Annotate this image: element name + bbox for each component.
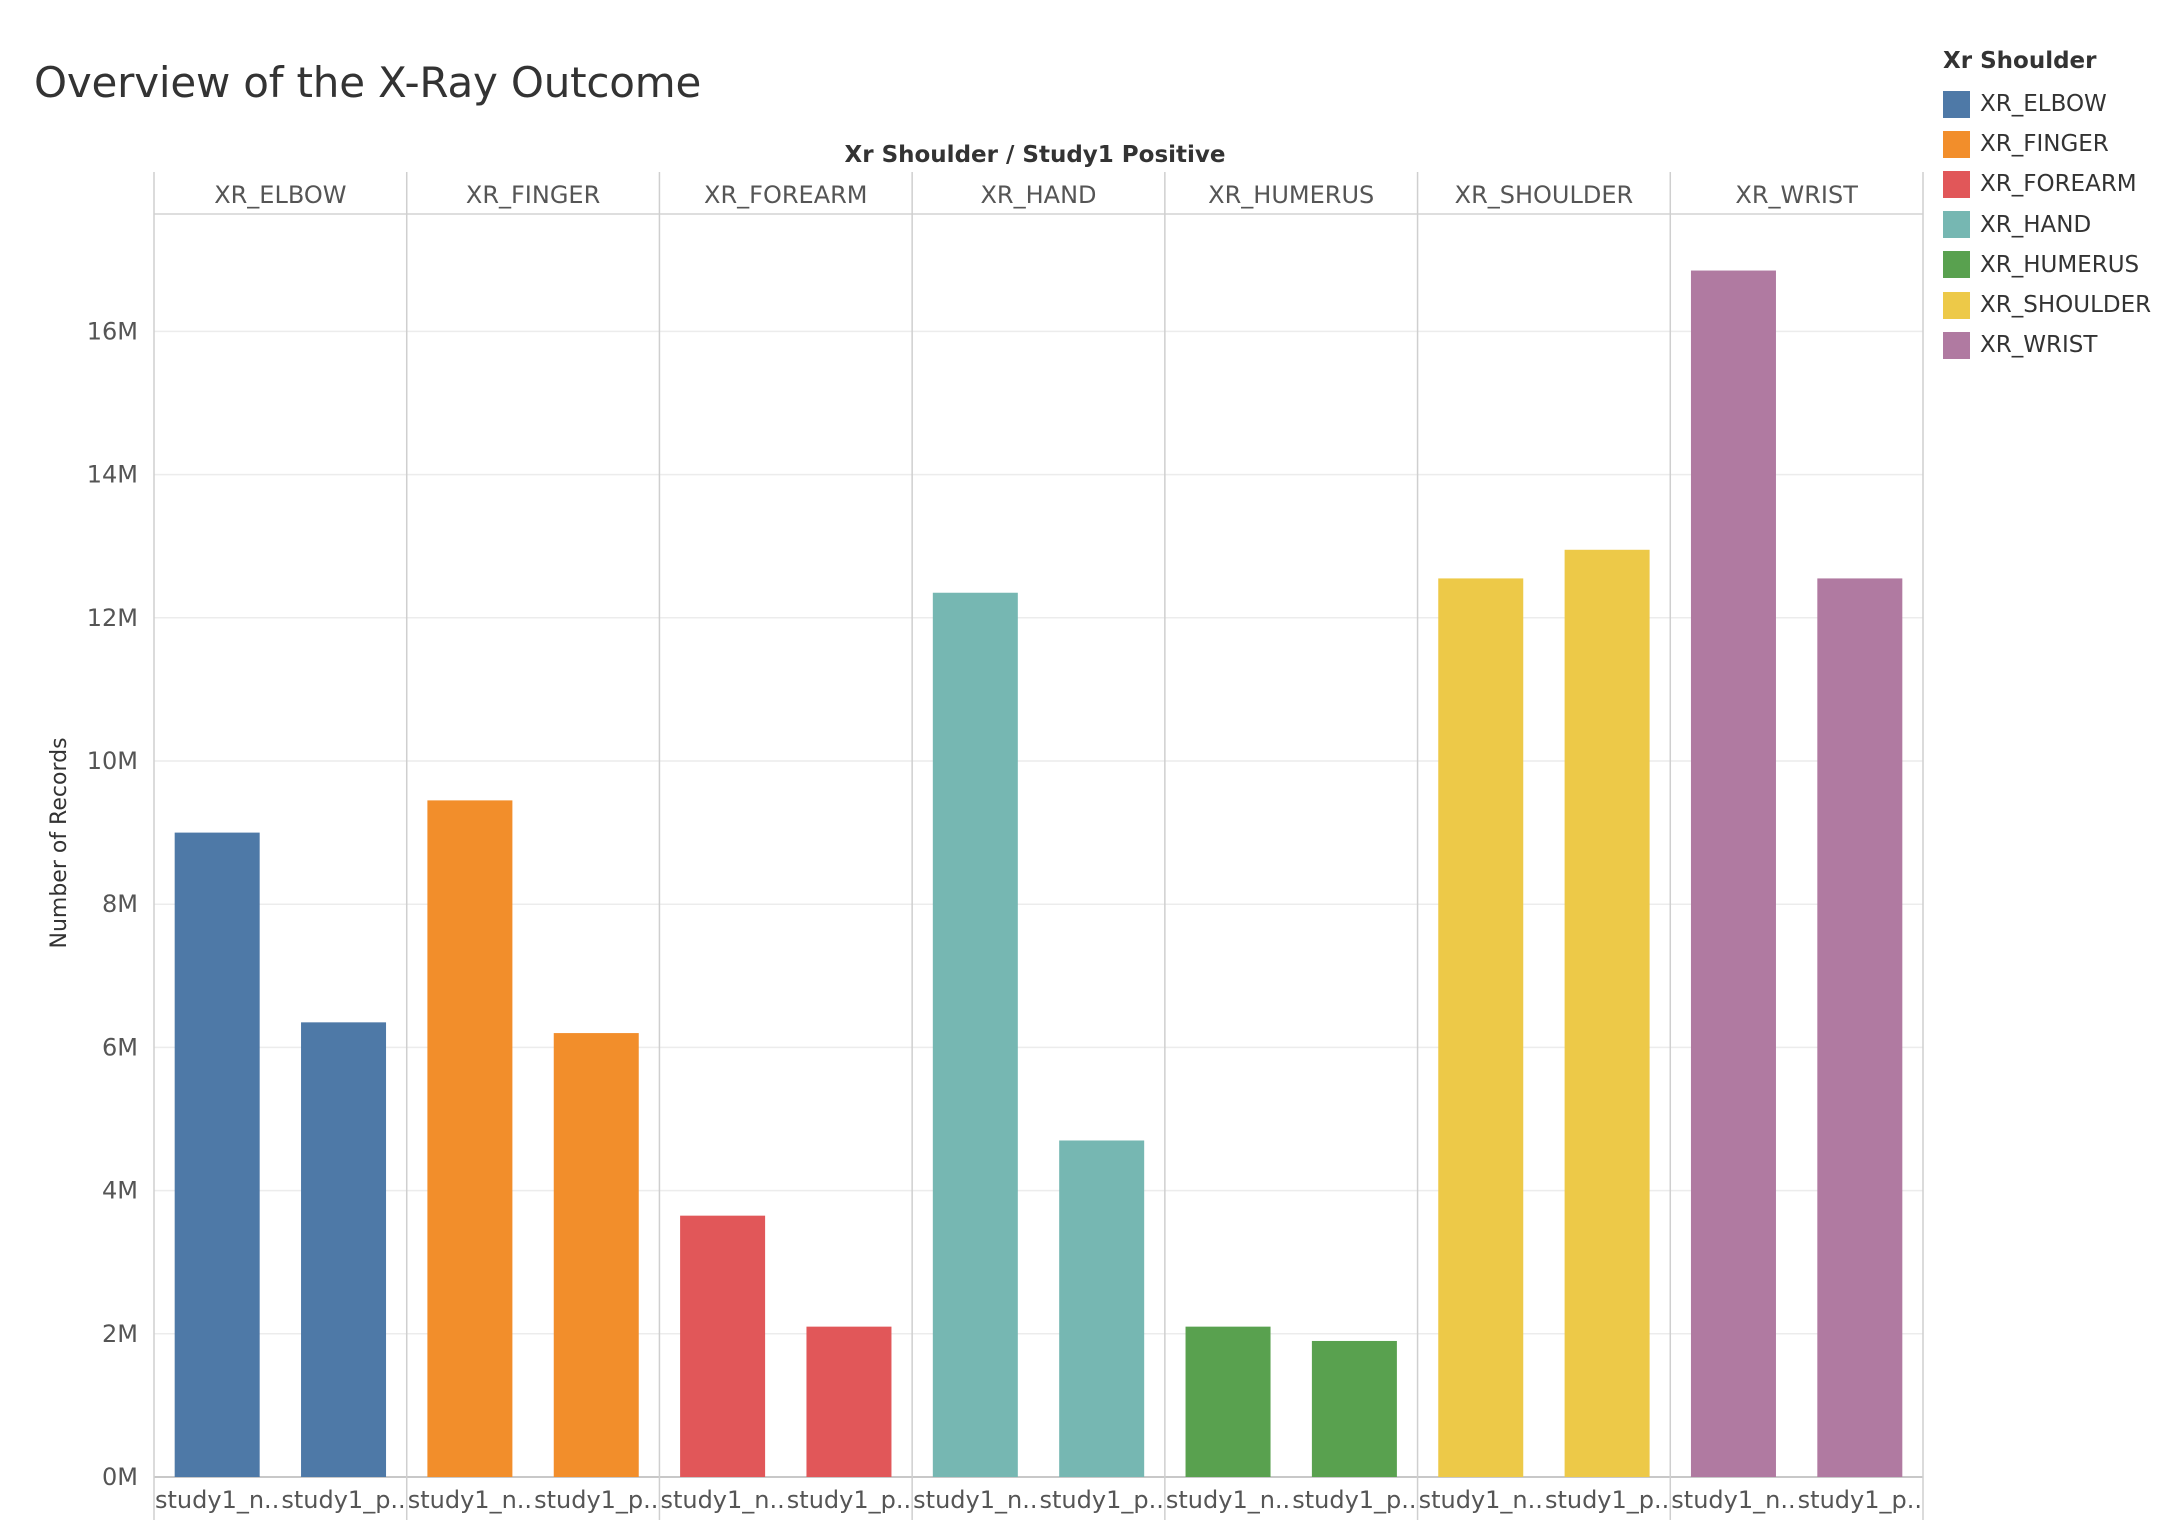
x-category-label: study1_n.. [1671,1486,1795,1514]
legend-swatch [1943,211,1970,239]
legend-label: XR_FOREARM [1980,171,2137,198]
y-tick-label: 4M [102,1177,138,1205]
legend-label: XR_ELBOW [1980,91,2107,118]
x-category-label: study1_p.. [534,1486,658,1514]
legend-label: XR_WRIST [1980,332,2098,359]
y-tick-label: 14M [87,461,138,489]
bars [174,270,1903,1477]
x-category-label: study1_n.. [913,1486,1037,1514]
legend-swatch [1943,251,1970,279]
y-axis-title: Number of Records [47,737,72,948]
legend-item[interactable]: XR_FOREARM [1943,164,2151,204]
legend-label: XR_HUMERUS [1980,251,2140,278]
x-category-label: study1_p.. [1798,1486,1922,1514]
legend: Xr Shoulder XR_ELBOW XR_FINGER XR_FOREARM X… [1943,48,2151,365]
y-tick-label: 2M [102,1320,138,1348]
bar [806,1326,892,1477]
panel-header-label: XR_ELBOW [214,181,346,209]
legend-item[interactable]: XR_FINGER [1943,124,2151,164]
bar [1059,1140,1145,1477]
x-category-label: study1_p.. [1545,1486,1669,1514]
legend-swatch [1943,331,1970,359]
x-category-label: study1_n.. [660,1486,784,1514]
bar [427,800,513,1477]
x-category-label: study1_n.. [1419,1486,1543,1514]
legend-item[interactable]: XR_WRIST [1943,325,2151,365]
legend-label: XR_SHOULDER [1980,292,2152,319]
bar [932,592,1018,1477]
labels: Xr Shoulder / Study1 Positive Number of … [47,142,1922,1514]
legend-item[interactable]: XR_ELBOW [1943,84,2151,124]
panel-header-label: XR_HAND [980,181,1096,209]
bar [680,1215,766,1477]
bar [301,1022,387,1477]
legend-swatch [1943,90,1970,118]
x-category-label: study1_n.. [155,1486,279,1514]
bar [1311,1340,1397,1477]
legend-label: XR_FINGER [1980,131,2109,158]
panel-header-label: XR_FOREARM [704,181,867,209]
bar [1817,578,1903,1477]
y-tick-label: 0M [102,1463,138,1491]
panel-header-label: XR_HUMERUS [1208,181,1374,209]
legend-label: XR_HAND [1980,211,2092,238]
legend-swatch [1943,291,1970,319]
x-category-label: study1_n.. [1166,1486,1290,1514]
x-category-label: study1_p.. [281,1486,405,1514]
legend-item[interactable]: XR_HUMERUS [1943,245,2151,285]
chart-title: Overview of the X-Ray Outcome [34,58,702,107]
y-tick-label: 8M [102,890,138,918]
y-tick-label: 6M [102,1033,138,1061]
x-category-label: study1_p.. [787,1486,911,1514]
legend-item[interactable]: XR_SHOULDER [1943,285,2151,325]
column-header-label: Xr Shoulder / Study1 Positive [844,142,1225,168]
bar [553,1033,639,1477]
bar [1564,549,1650,1477]
panel-frames [153,172,1924,1520]
x-category-label: study1_p.. [1292,1486,1416,1514]
legend-items: XR_ELBOW XR_FINGER XR_FOREARM XR_HAND XR_HUM… [1943,84,2151,365]
legend-swatch [1943,130,1970,158]
x-category-label: study1_n.. [408,1486,532,1514]
bar [174,832,260,1477]
bar [1438,578,1524,1477]
grid-lines [154,330,1923,1335]
y-tick-label: 12M [87,604,138,632]
y-tick-label: 16M [87,317,138,345]
x-category-label: study1_p.. [1040,1486,1164,1514]
panel-header-label: XR_FINGER [466,181,600,209]
y-tick-label: 10M [87,747,138,775]
panel-header-label: XR_SHOULDER [1455,181,1634,209]
legend-item[interactable]: XR_HAND [1943,205,2151,245]
panel-header-label: XR_WRIST [1735,181,1858,209]
legend-title: Xr Shoulder [1943,48,2097,74]
legend-swatch [1943,170,1970,198]
bar [1185,1326,1271,1477]
bar [1690,270,1776,1477]
